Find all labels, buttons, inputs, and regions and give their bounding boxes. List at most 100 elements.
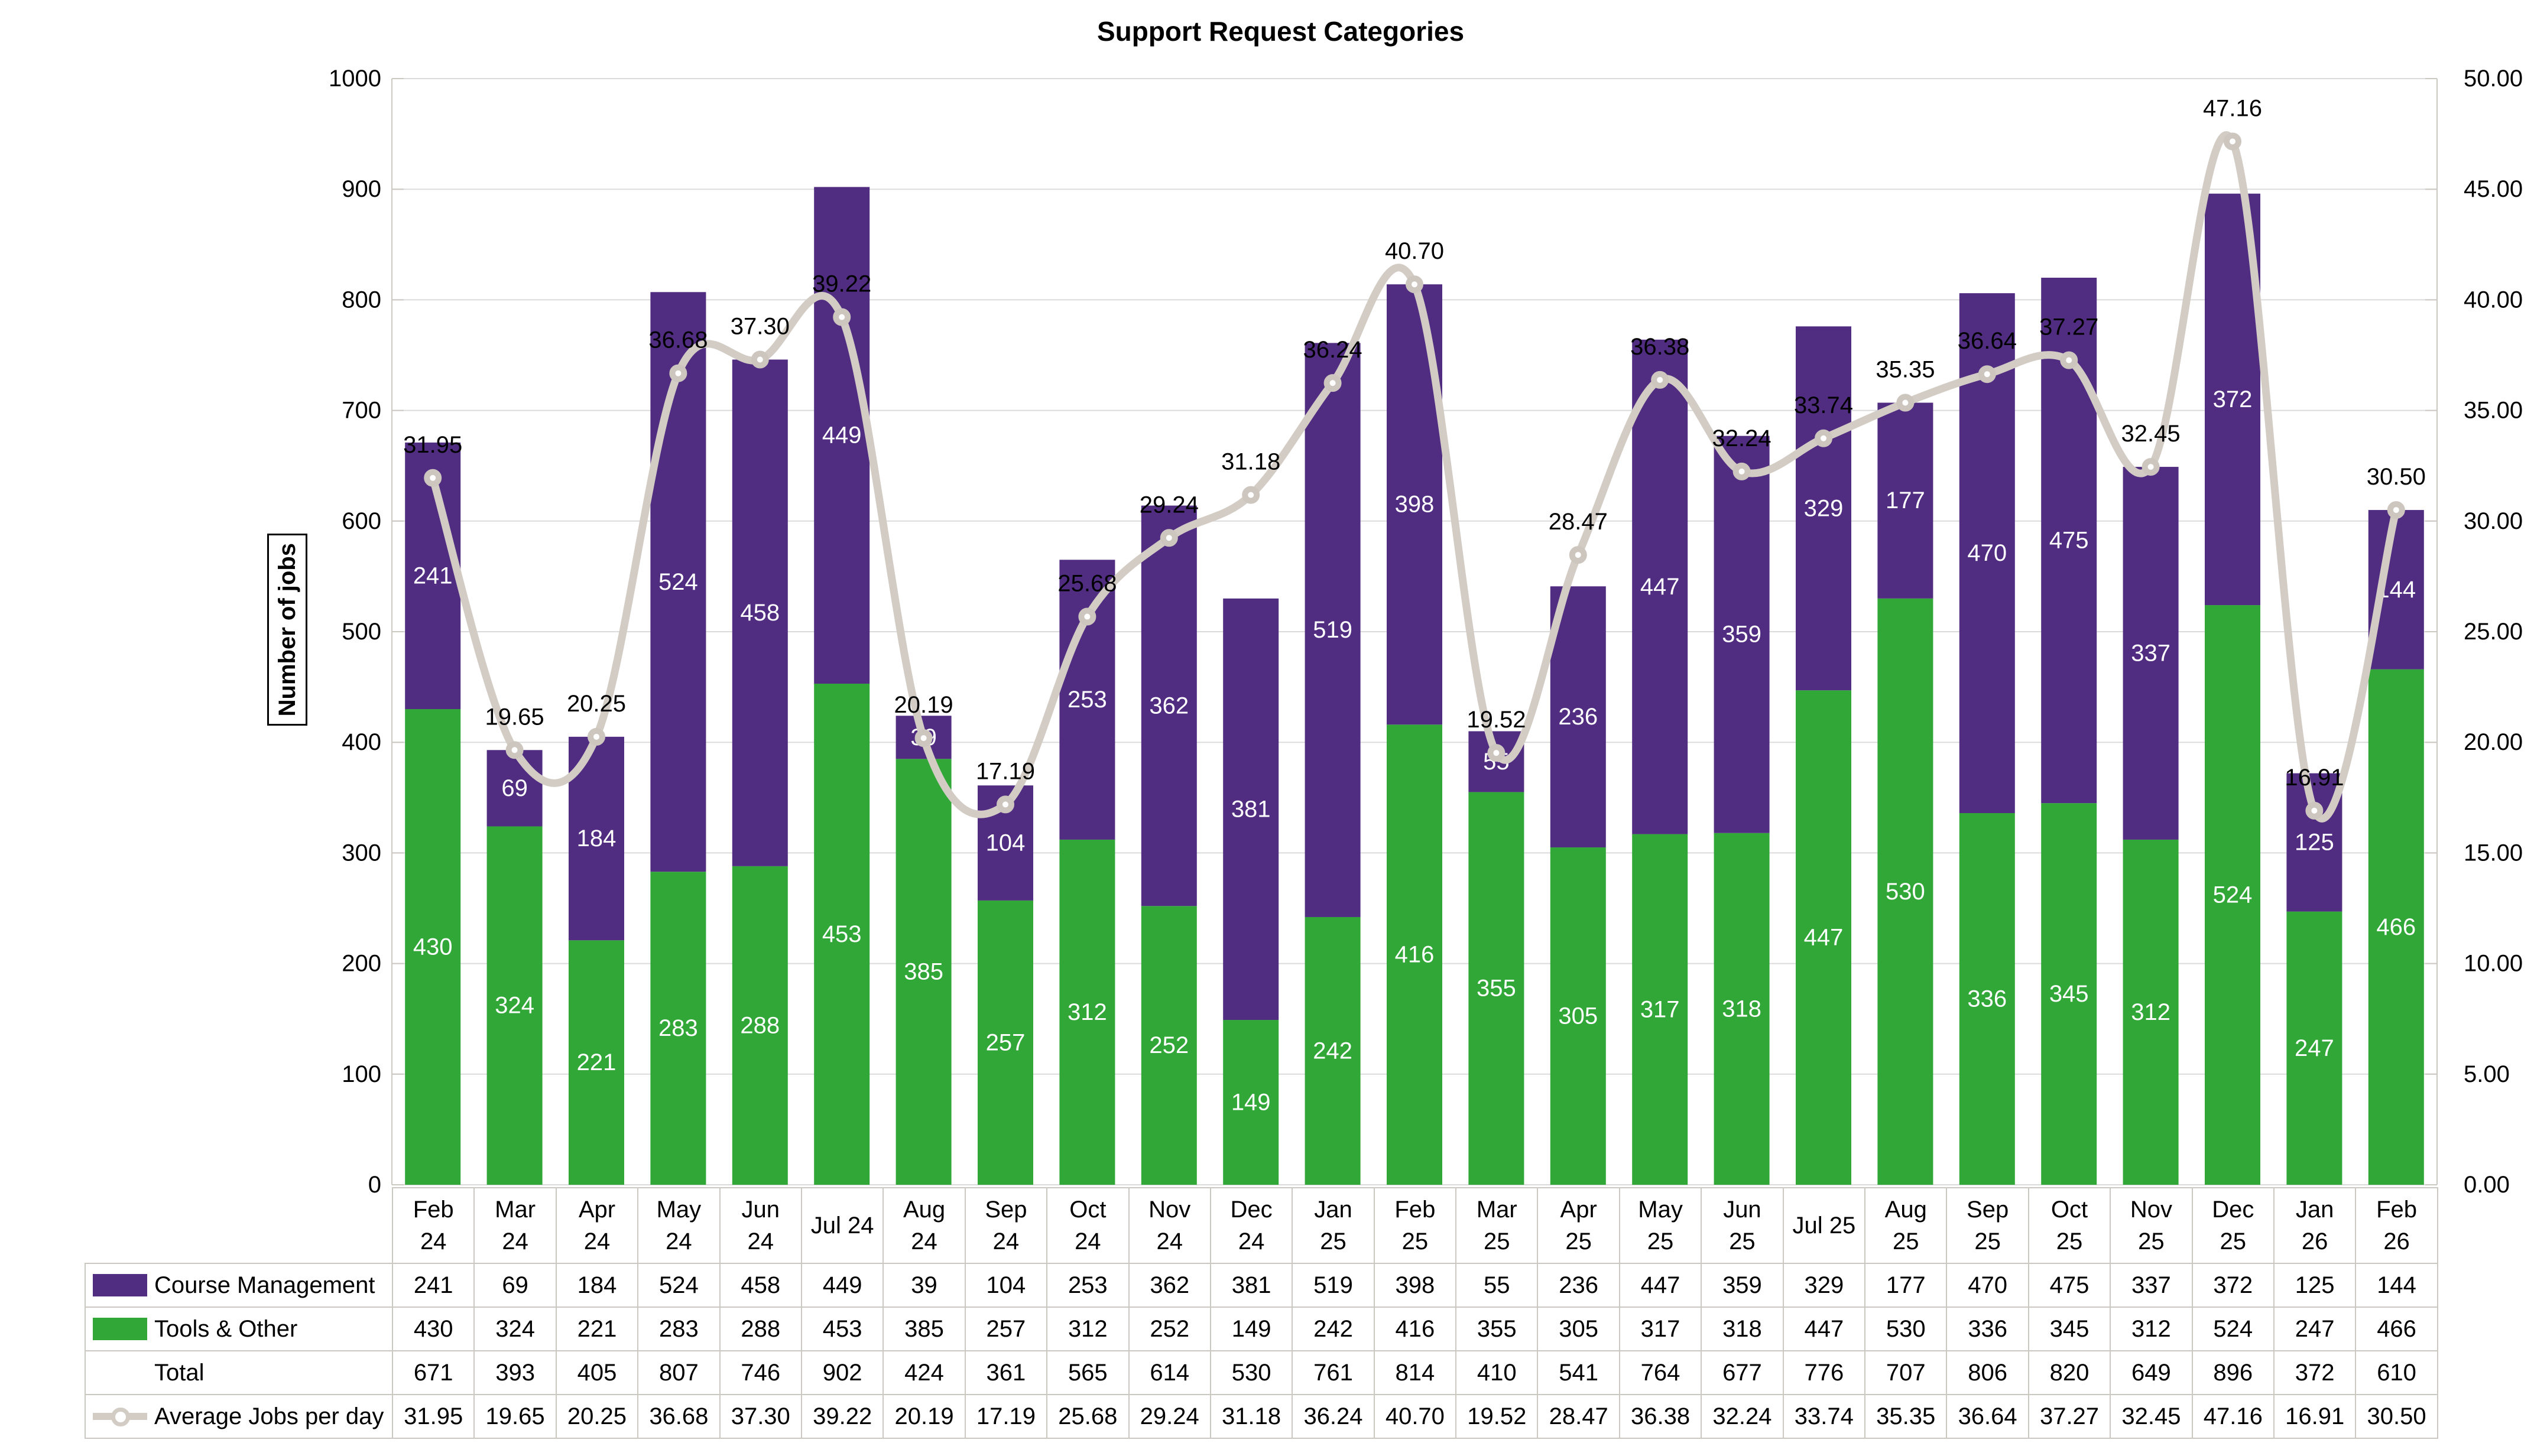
bar-value-label: 312 bbox=[1068, 999, 1107, 1025]
line-marker bbox=[1160, 529, 1178, 547]
table-value-cell: 257 bbox=[964, 1306, 1048, 1351]
table-value-cell: 614 bbox=[1128, 1350, 1211, 1395]
table-value-cell: 177 bbox=[1864, 1263, 1948, 1308]
table-value-cell: 184 bbox=[555, 1263, 639, 1308]
bar-segment-tools-other bbox=[486, 826, 543, 1185]
table-value-cell: 362 bbox=[1128, 1263, 1211, 1308]
y-axis-tick-label: 600 bbox=[342, 508, 381, 534]
line-value-label: 16.91 bbox=[2285, 765, 2344, 791]
table-value-cell: 470 bbox=[1946, 1263, 2029, 1308]
bar-segment-tools-other bbox=[569, 940, 624, 1185]
table-value-cell: 806 bbox=[1946, 1350, 2029, 1395]
line-value-label: 19.65 bbox=[485, 704, 544, 730]
table-value-cell: 31.95 bbox=[391, 1394, 475, 1439]
bar-segment-tools-other bbox=[2286, 911, 2342, 1185]
bar-value-label: 385 bbox=[904, 959, 943, 985]
line-marker bbox=[914, 729, 933, 748]
bar-segment-tools-other bbox=[2123, 839, 2179, 1185]
bar-value-label: 430 bbox=[413, 934, 453, 960]
month-header-cell: Sep 25 bbox=[1946, 1187, 2029, 1264]
bar-value-label: 359 bbox=[1722, 622, 1761, 648]
table-value-cell: 318 bbox=[1701, 1306, 1784, 1351]
bar-segment-course-management bbox=[1714, 436, 1770, 833]
table-value-cell: 393 bbox=[473, 1350, 557, 1395]
line-marker bbox=[1978, 365, 1996, 384]
table-value-cell: 430 bbox=[391, 1306, 475, 1351]
table-value-cell: 519 bbox=[1292, 1263, 1375, 1308]
y2-axis-tick-label: 0.00 bbox=[2464, 1172, 2510, 1198]
bar-segment-tools-other bbox=[1305, 916, 1361, 1185]
line-marker bbox=[1569, 546, 1587, 564]
line-value-label: 36.38 bbox=[1630, 334, 1689, 360]
table-value-cell: 447 bbox=[1782, 1306, 1866, 1351]
month-header-cell: Oct 24 bbox=[1046, 1187, 1130, 1264]
table-value-cell: 565 bbox=[1046, 1350, 1130, 1395]
month-header-cell: Dec 24 bbox=[1209, 1187, 1293, 1264]
table-value-cell: 524 bbox=[2191, 1306, 2275, 1351]
line-value-label: 25.68 bbox=[1057, 571, 1117, 597]
table-value-cell: 20.19 bbox=[882, 1394, 966, 1439]
month-header-cell: Sep 24 bbox=[964, 1187, 1048, 1264]
table-value-cell: 820 bbox=[2027, 1350, 2111, 1395]
table-corner-cell bbox=[85, 1188, 392, 1263]
series-name-label: Tools & Other bbox=[154, 1315, 298, 1342]
table-value-cell: 707 bbox=[1864, 1350, 1948, 1395]
table-value-cell: 761 bbox=[1292, 1350, 1375, 1395]
bar-segment-course-management bbox=[732, 359, 788, 866]
month-header-cell: Aug 25 bbox=[1864, 1187, 1948, 1264]
table-value-cell: 37.27 bbox=[2027, 1394, 2111, 1439]
bar-value-label: 470 bbox=[1967, 540, 2007, 566]
table-value-cell: 253 bbox=[1046, 1263, 1130, 1308]
bar-value-label: 283 bbox=[658, 1015, 698, 1041]
bar-segment-tools-other bbox=[814, 683, 870, 1185]
line-marker bbox=[424, 469, 442, 487]
table-value-cell: 776 bbox=[1782, 1350, 1866, 1395]
bar-segment-tools-other bbox=[1632, 834, 1688, 1185]
line-value-label: 20.25 bbox=[567, 691, 626, 717]
line-marker bbox=[833, 308, 851, 326]
series-name-label: Average Jobs per day bbox=[154, 1403, 384, 1429]
bar-value-label: 372 bbox=[2213, 386, 2253, 412]
table-value-cell: 361 bbox=[964, 1350, 1048, 1395]
table-value-cell: 424 bbox=[882, 1350, 966, 1395]
month-header-cell: Jun 24 bbox=[719, 1187, 802, 1264]
bar-value-label: 236 bbox=[1558, 704, 1598, 730]
month-header-cell: May 24 bbox=[637, 1187, 721, 1264]
line-marker bbox=[1896, 394, 1915, 412]
bar-segment-tools-other bbox=[732, 866, 788, 1185]
bar-value-label: 288 bbox=[740, 1012, 780, 1038]
month-header-cell: Apr 24 bbox=[555, 1187, 639, 1264]
bar-segment-tools-other bbox=[1141, 906, 1197, 1185]
table-value-cell: 17.19 bbox=[964, 1394, 1048, 1439]
line-value-label: 36.68 bbox=[648, 327, 708, 353]
line-marker bbox=[2224, 132, 2241, 151]
bar-segment-course-management bbox=[1141, 505, 1197, 906]
table-value-cell: 381 bbox=[1209, 1263, 1293, 1308]
month-header-cell: Feb 26 bbox=[2355, 1187, 2438, 1264]
table-value-cell: 28.47 bbox=[1537, 1394, 1620, 1439]
table-value-cell: 458 bbox=[719, 1263, 802, 1308]
bar-value-label: 381 bbox=[1231, 796, 1271, 822]
table-value-cell: 288 bbox=[719, 1306, 802, 1351]
line-marker bbox=[2060, 351, 2078, 369]
y-axis-tick-label: 800 bbox=[342, 287, 381, 313]
bar-segment-course-management bbox=[1796, 326, 1851, 691]
y2-axis-tick-label: 50.00 bbox=[2464, 66, 2523, 92]
y-axis-tick-label: 900 bbox=[342, 176, 381, 202]
line-marker bbox=[1406, 275, 1423, 294]
bar-segment-tools-other bbox=[1387, 724, 1442, 1185]
table-value-cell: 764 bbox=[1618, 1350, 1702, 1395]
line-value-label: 36.24 bbox=[1303, 337, 1362, 363]
table-value-cell: 416 bbox=[1373, 1306, 1457, 1351]
line-value-label: 33.74 bbox=[1794, 392, 1853, 418]
line-marker bbox=[2142, 458, 2160, 476]
table-value-cell: 312 bbox=[2110, 1306, 2193, 1351]
table-value-cell: 530 bbox=[1209, 1350, 1293, 1395]
table-value-cell: 55 bbox=[1455, 1263, 1539, 1308]
table-value-cell: 466 bbox=[2355, 1306, 2438, 1351]
month-header-cell: Jan 25 bbox=[1292, 1187, 1375, 1264]
table-value-cell: 241 bbox=[391, 1263, 475, 1308]
line-value-label: 30.50 bbox=[2367, 464, 2426, 490]
table-value-cell: 447 bbox=[1618, 1263, 1702, 1308]
table-value-cell: 355 bbox=[1455, 1306, 1539, 1351]
